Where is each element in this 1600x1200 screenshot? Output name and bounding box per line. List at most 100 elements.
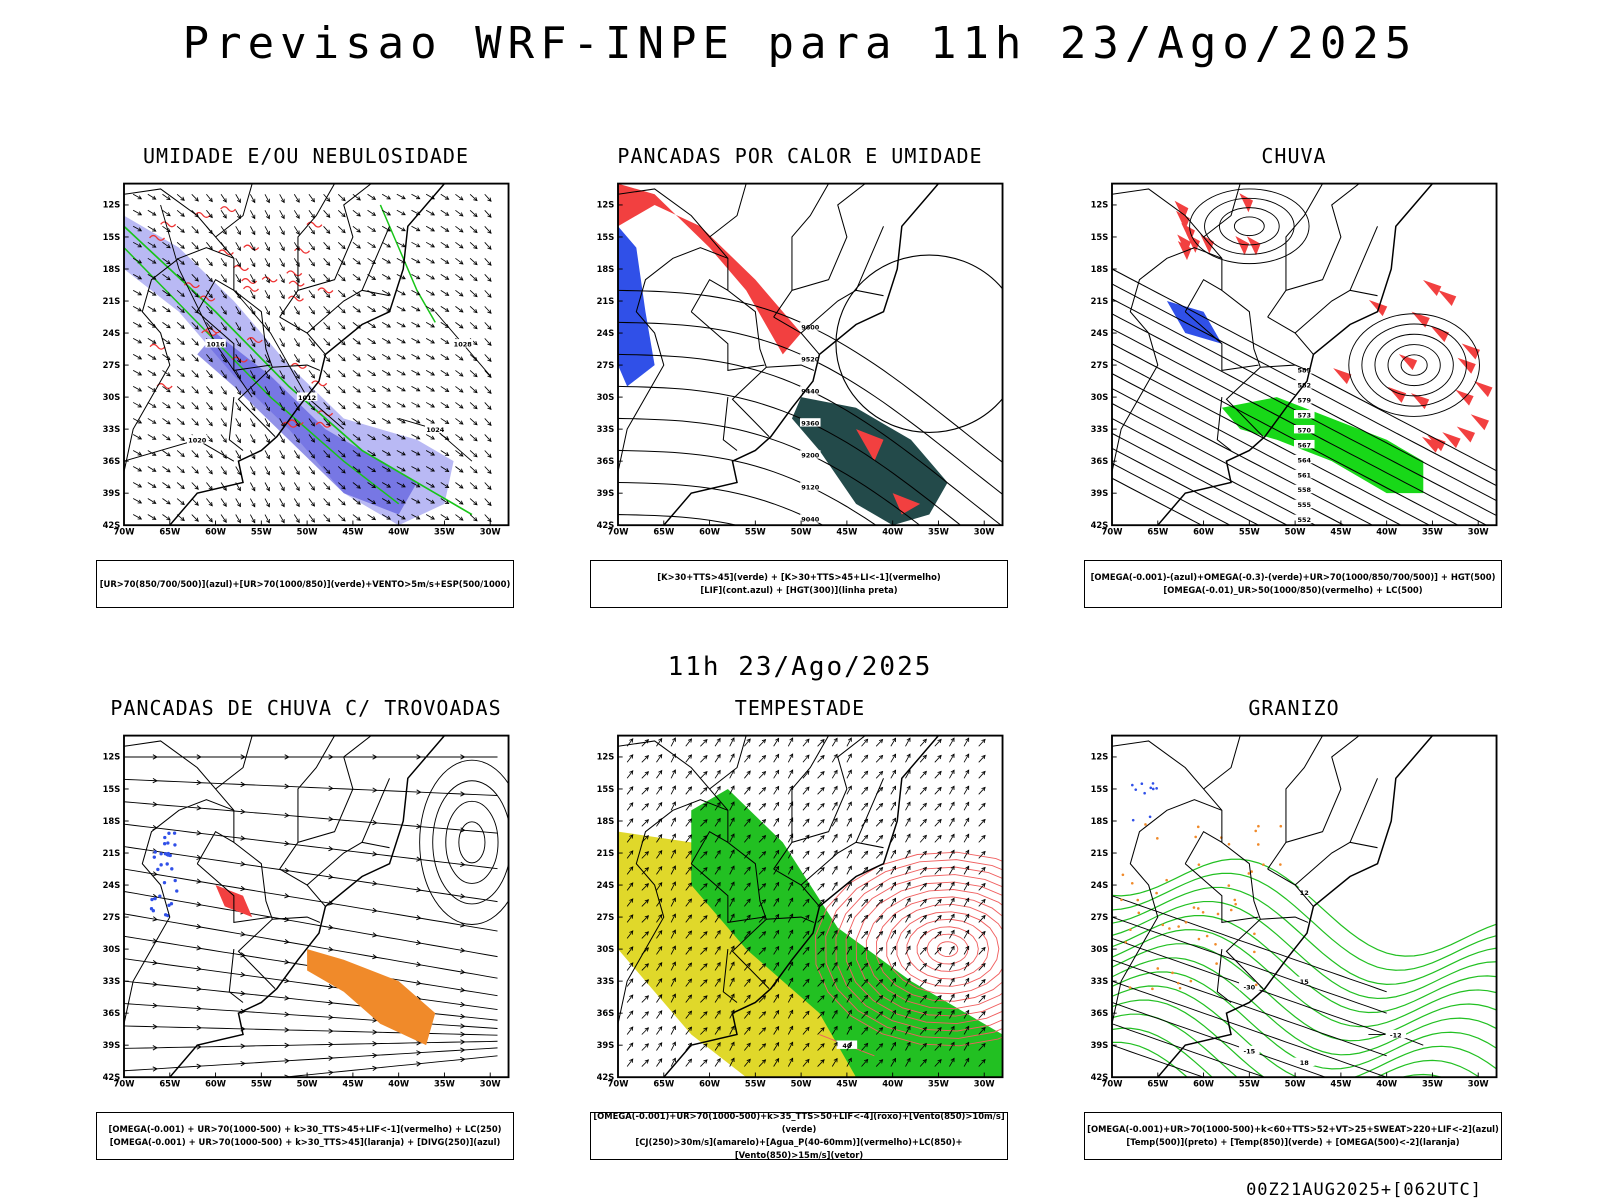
lat-label: 15S xyxy=(103,232,121,242)
lat-label: 24S xyxy=(597,880,615,890)
contour-label: 1020 xyxy=(188,437,207,445)
lat-label: 12S xyxy=(1091,752,1109,762)
lon-label: 60W xyxy=(205,527,226,537)
map-umidade: 1020 1016 1012 1024 1028 12S 15S 18S 21S 24S 27S 30… xyxy=(96,174,516,546)
lon-label: 30W xyxy=(480,1079,501,1089)
lon-label: 65W xyxy=(1147,1079,1168,1089)
lat-label: 15S xyxy=(597,232,615,242)
lat-label: 24S xyxy=(103,328,121,338)
lon-label: 65W xyxy=(1147,527,1168,537)
contour-label: 18 xyxy=(1300,1059,1310,1067)
contour-label: 1028 xyxy=(454,341,473,349)
contour-label: 9200 xyxy=(801,452,820,460)
lat-label: 39S xyxy=(1091,1040,1109,1050)
lon-label: 55W xyxy=(1239,1079,1260,1089)
legend-line-2: [Temp(500)](preto) + [Temp(850)](verde) … xyxy=(1085,1136,1501,1149)
contour-label: 9120 xyxy=(801,484,820,492)
legend-line-2: [LIF](cont.azul) + [HGT(300)](linha pret… xyxy=(591,584,1007,597)
lat-label: 21S xyxy=(597,296,615,306)
panel-legend: [UR>70(850/700/500)](azul)+[UR>70(1000/8… xyxy=(96,560,514,608)
contour-label: 9360 xyxy=(801,420,820,428)
lon-label: 40W xyxy=(388,1079,409,1089)
map-pancadas-calor: 96009520944093609200912090408960888012S1… xyxy=(590,174,1010,546)
lon-label: 70W xyxy=(114,527,135,537)
map-granizo: 12151812-30-15-1212S15S18S21S24S27S30S33… xyxy=(1084,726,1504,1098)
lon-label: 35W xyxy=(928,527,949,537)
legend-line-2: [OMEGA(-0.001) + UR>70(1000-500) + k>30_… xyxy=(97,1136,513,1149)
lon-label: 35W xyxy=(1422,527,1443,537)
lon-label: 55W xyxy=(251,527,272,537)
contour-label: 570 xyxy=(1297,426,1311,434)
contour-label: -12 xyxy=(1390,1031,1402,1039)
panel-title: PANCADAS DE CHUVA C/ TROVOADAS xyxy=(96,696,516,720)
lon-label: 30W xyxy=(974,527,995,537)
lat-label: 33S xyxy=(597,976,615,986)
lon-label: 45W xyxy=(1330,527,1351,537)
lat-label: 30S xyxy=(597,944,615,954)
lat-label: 15S xyxy=(597,784,615,794)
lon-label: 40W xyxy=(882,527,903,537)
lon-label: 30W xyxy=(1468,1079,1489,1089)
lat-label: 27S xyxy=(1091,912,1109,922)
lon-label: 60W xyxy=(205,1079,226,1089)
lat-label: 21S xyxy=(1091,296,1109,306)
lon-label: 45W xyxy=(836,527,857,537)
lat-label: 18S xyxy=(103,264,121,274)
map-trovoadas: 12S 15S 18S 21S 24S 27S 30S 33S 36S 39S 42S70W 65W 6… xyxy=(96,726,516,1098)
lon-label: 45W xyxy=(342,1079,363,1089)
lat-label: 27S xyxy=(1091,360,1109,370)
lon-label: 55W xyxy=(745,1079,766,1089)
panel-trovoadas: PANCADAS DE CHUVA C/ TROVOADAS 12S 15S 18S… xyxy=(96,696,516,1156)
lat-label: 18S xyxy=(1091,816,1109,826)
lat-label: 39S xyxy=(103,1040,121,1050)
lon-label: 65W xyxy=(159,1079,180,1089)
lat-label: 27S xyxy=(103,912,121,922)
panel-legend: [OMEGA(-0.001)+UR>70(1000-500)+k>35_TTS>… xyxy=(590,1112,1008,1160)
lon-label: 70W xyxy=(1102,1079,1123,1089)
legend-line-1: [OMEGA(-0.001) + UR>70(1000-500) + k>30_… xyxy=(97,1123,513,1136)
lat-label: 15S xyxy=(1091,784,1109,794)
lon-label: 70W xyxy=(114,1079,135,1089)
contour-label: 552 xyxy=(1297,516,1311,524)
lat-label: 36S xyxy=(1091,456,1109,466)
lat-label: 39S xyxy=(103,488,121,498)
lon-label: 45W xyxy=(342,527,363,537)
lat-label: 21S xyxy=(103,848,121,858)
lon-label: 50W xyxy=(297,1079,318,1089)
lat-label: 33S xyxy=(597,424,615,434)
lat-label: 12S xyxy=(103,752,121,762)
lon-label: 45W xyxy=(836,1079,857,1089)
lon-label: 70W xyxy=(608,1079,629,1089)
lon-label: 65W xyxy=(653,1079,674,1089)
lon-label: 60W xyxy=(1193,527,1214,537)
lat-label: 30S xyxy=(597,392,615,402)
lat-label: 27S xyxy=(103,360,121,370)
lat-label: 21S xyxy=(597,848,615,858)
lon-label: 65W xyxy=(159,527,180,537)
panel-title: CHUVA xyxy=(1084,144,1504,168)
lat-label: 36S xyxy=(597,1008,615,1018)
legend-line-2: [OMEGA(-0.01)_UR>50(1000/850)(vermelho) … xyxy=(1085,584,1501,597)
contour-label: 561 xyxy=(1297,471,1311,479)
contour-label: 9040 xyxy=(801,516,820,524)
contour-label: -30 xyxy=(1243,983,1255,991)
lon-label: 50W xyxy=(791,527,812,537)
lat-label: 39S xyxy=(597,1040,615,1050)
lon-label: 60W xyxy=(699,527,720,537)
lat-label: 24S xyxy=(597,328,615,338)
panel-title: PANCADAS POR CALOR E UMIDADE xyxy=(590,144,1010,168)
lon-label: 55W xyxy=(745,527,766,537)
lon-label: 40W xyxy=(1376,527,1397,537)
contour-label: 1024 xyxy=(426,426,445,434)
lat-label: 18S xyxy=(1091,264,1109,274)
panel-tempestade: TEMPESTADE 40 12S 15S 18S 21S 24S 27S 30S 33S 36S… xyxy=(590,696,1010,1156)
lat-label: 33S xyxy=(103,424,121,434)
lat-label: 27S xyxy=(597,912,615,922)
lon-label: 50W xyxy=(1285,527,1306,537)
lat-label: 33S xyxy=(1091,424,1109,434)
lon-label: 55W xyxy=(1239,527,1260,537)
lat-label: 12S xyxy=(1091,200,1109,210)
lat-label: 36S xyxy=(597,456,615,466)
contour-label: 579 xyxy=(1297,397,1311,405)
contour-label: 555 xyxy=(1297,501,1311,509)
